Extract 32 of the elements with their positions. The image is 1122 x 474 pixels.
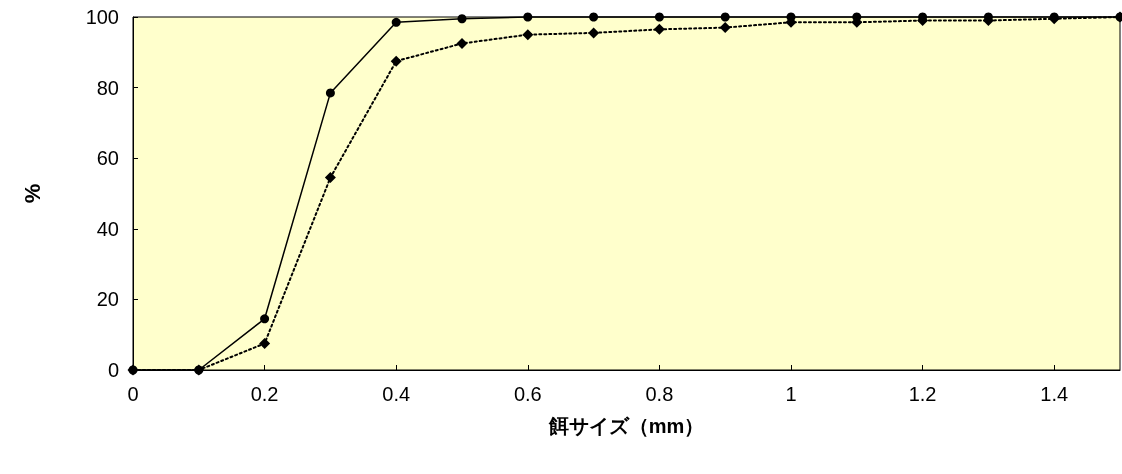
x-axis-title: 餌サイズ（mm）	[547, 415, 705, 437]
point	[259, 338, 271, 350]
point	[457, 14, 467, 24]
point	[523, 12, 533, 22]
x-tick-label: 0.2	[250, 383, 279, 405]
point	[325, 88, 335, 98]
y-tick-label: 60	[96, 147, 119, 170]
point	[522, 29, 534, 41]
point	[654, 12, 664, 22]
y-tick-label: 0	[107, 359, 119, 381]
x-tick-label: 0.4	[382, 383, 411, 405]
point	[720, 12, 730, 22]
x-tick-label: 1.2	[908, 383, 937, 405]
point	[324, 172, 336, 184]
point	[653, 23, 665, 35]
x-tick-label: 0	[127, 383, 139, 405]
x-tick-label: 0.8	[645, 383, 674, 405]
y-tick-label: 100	[85, 6, 119, 28]
point	[588, 27, 600, 39]
point	[456, 37, 468, 49]
y-tick-label: 20	[96, 288, 119, 311]
point	[589, 12, 599, 22]
x-tick-label: 1	[785, 383, 797, 405]
x-tick-label: 0.6	[513, 383, 542, 405]
point	[260, 314, 270, 324]
y-tick-label: 40	[96, 217, 119, 240]
point	[390, 55, 402, 67]
x-tick-label: 1.4	[1040, 383, 1069, 405]
y-tick-label: 80	[96, 76, 119, 99]
point	[719, 22, 731, 34]
y-axis-title: %	[19, 183, 45, 204]
point	[391, 17, 401, 27]
